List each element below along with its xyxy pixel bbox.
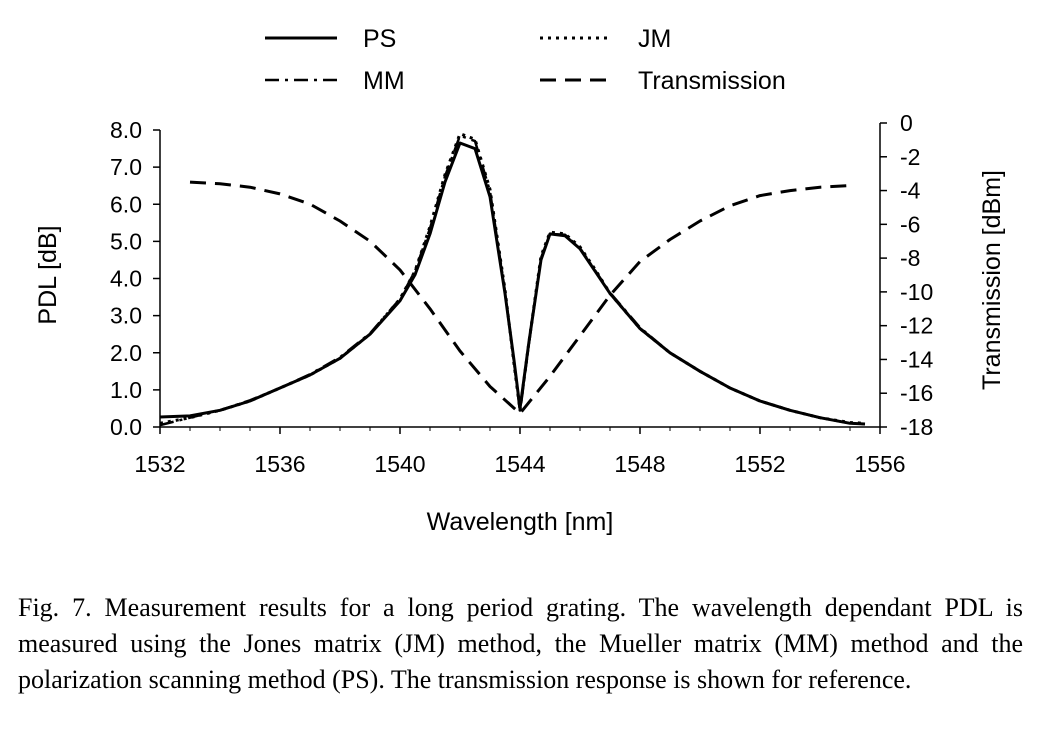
x-tick-label: 1532 <box>134 451 185 477</box>
series-line-mm <box>159 134 866 427</box>
y-axis-left-title: PDL [dB] <box>34 225 62 324</box>
y-right-tick-label: -6 <box>900 211 920 237</box>
y-left-tick-label: 7.0 <box>110 154 142 180</box>
x-tick-label: 1548 <box>614 451 665 477</box>
y-left-tick-label: 1.0 <box>110 377 142 403</box>
x-axis-title: Wavelength [nm] <box>427 508 614 536</box>
x-tick-label: 1536 <box>254 451 305 477</box>
legend-label-ps: PS <box>363 25 396 53</box>
series-line-jm <box>159 132 866 425</box>
y-right-tick-label: -2 <box>900 144 920 170</box>
y-right-tick-label: -14 <box>900 346 933 372</box>
x-tick-label: 1552 <box>734 451 785 477</box>
y-left-tick-label: 0.0 <box>110 414 142 440</box>
figure: PS JM MM Transmission 1532 1536 1540 1544 1548 1… <box>34 25 1006 536</box>
series-line-transmission <box>189 180 851 415</box>
y-left-tick-label: 2.0 <box>110 340 142 366</box>
y-axis-right-title: Transmission [dBm] <box>978 170 1006 390</box>
y-left-tick-label: 4.0 <box>110 266 142 292</box>
y-right-tick-label: -12 <box>900 313 933 339</box>
x-tick-label: 1540 <box>374 451 425 477</box>
y-right-tick-label: -4 <box>900 178 921 204</box>
y-right-tick-label: -10 <box>900 279 933 305</box>
y-left-tick-label: 3.0 <box>110 303 142 329</box>
pdl-transmission-chart: PS JM MM Transmission 1532 1536 1540 1544 1548 1… <box>34 25 1006 536</box>
series-line-ps <box>159 141 866 426</box>
x-tick-label: 1544 <box>494 451 545 477</box>
legend-label-mm: MM <box>363 67 405 95</box>
x-tick-label: 1556 <box>854 451 905 477</box>
y-left-tick-label: 8.0 <box>110 117 142 143</box>
y-right-tick-label: -18 <box>900 414 933 440</box>
y-right-tick-label: -8 <box>900 245 920 271</box>
legend-label-transmission: Transmission <box>638 67 786 95</box>
y-right-tick-label: -16 <box>900 380 933 406</box>
legend-label-jm: JM <box>638 25 671 53</box>
y-right-tick-label: 0 <box>900 110 913 136</box>
y-left-tick-label: 6.0 <box>110 191 142 217</box>
figure-caption: Fig. 7. Measurement results for a long p… <box>18 593 1023 694</box>
y-left-tick-label: 5.0 <box>110 228 142 254</box>
